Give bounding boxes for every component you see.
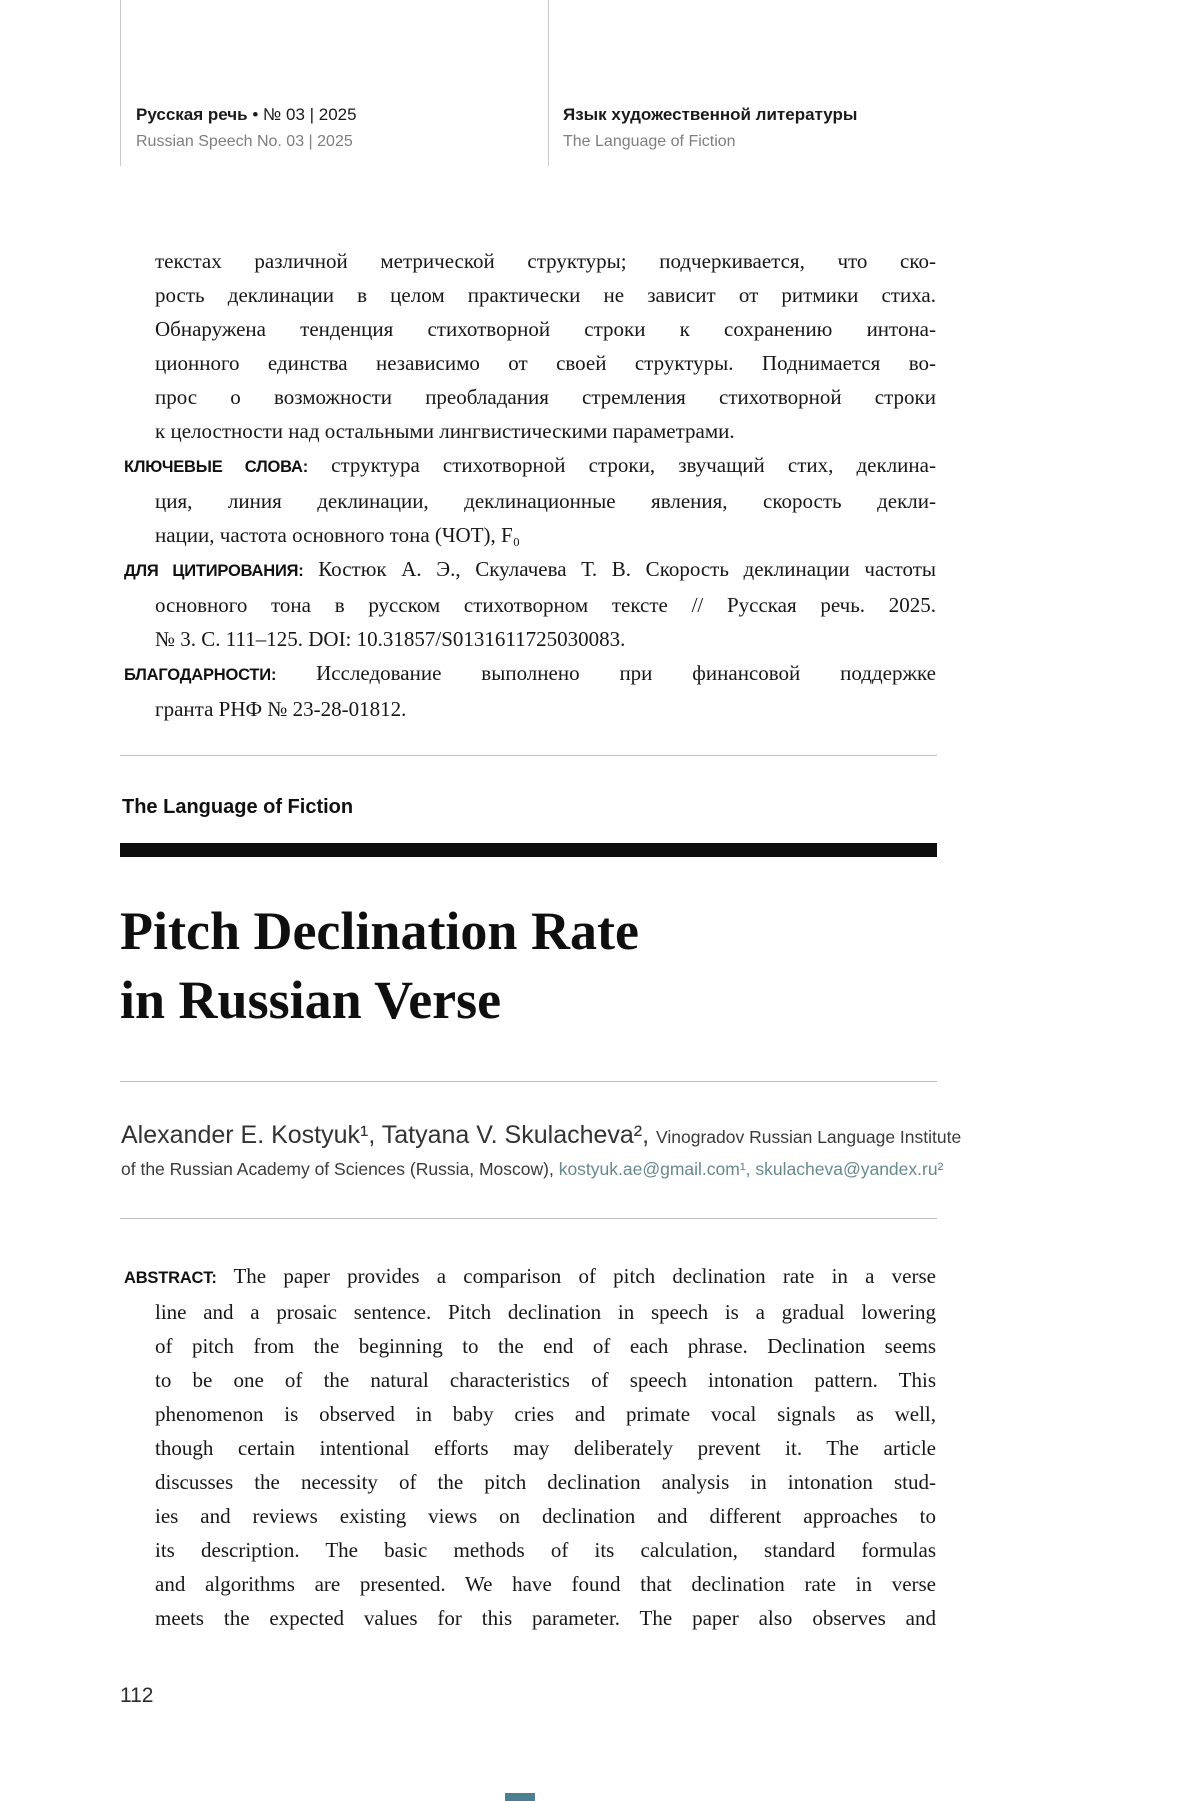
- keywords-paragraph: КЛЮЧЕВЫЕ СЛОВА: структура стихотворной с…: [120, 448, 936, 552]
- section-bar: [120, 843, 937, 857]
- text-line: ционного единства независимо от своей ст…: [155, 351, 936, 375]
- citation-paragraph: ДЛЯ ЦИТИРОВАНИЯ: Костюк А. Э., Скулачева…: [120, 552, 936, 656]
- text-line: № 3. С. 111–125. DOI: 10.31857/S01316117…: [155, 627, 626, 651]
- text-line: its description. The basic methods of it…: [155, 1538, 936, 1562]
- journal-issue: • № 03 | 2025: [247, 105, 357, 124]
- journal-name: Русская речь: [136, 105, 248, 124]
- section-title-en: The Language of Fiction: [563, 133, 736, 150]
- authors-block: Alexander E. Kostyuk¹, Tatyana V. Skulac…: [121, 1116, 966, 1183]
- abstract-paragraph: ABSTRACT: The paper provides a compariso…: [120, 1259, 936, 1635]
- text-line: БЛАГОДАРНОСТИ: Исследование выполнено пр…: [124, 661, 936, 685]
- divider-rule-title: [120, 1081, 937, 1082]
- paragraph-label: ABSTRACT:: [124, 1269, 217, 1287]
- affiliation-part1: Vinogradov Russian Language Institute: [656, 1127, 962, 1147]
- text-line: Обнаружена тенденция стихотворной строки…: [155, 317, 936, 341]
- divider-rule-authors: [120, 1218, 937, 1219]
- authors-line2: of the Russian Academy of Sciences (Russ…: [121, 1156, 966, 1183]
- acknowledgments-paragraph: БЛАГОДАРНОСТИ: Исследование выполнено пр…: [120, 656, 936, 726]
- paragraph-label: ДЛЯ ЦИТИРОВАНИЯ:: [124, 562, 304, 580]
- text-line: meets the expected values for this param…: [155, 1606, 936, 1630]
- continuation-paragraph: текстах различной метрической структуры;…: [120, 244, 936, 448]
- paragraph-label: КЛЮЧЕВЫЕ СЛОВА:: [124, 458, 309, 476]
- front-matter: текстах различной метрической структуры;…: [120, 244, 936, 726]
- article-title-line2: in Russian Verse: [120, 970, 502, 1030]
- text-line: ABSTRACT: The paper provides a compariso…: [124, 1264, 936, 1288]
- header-section: Язык художественной литературы The Langu…: [563, 103, 857, 153]
- author-names: Alexander E. Kostyuk¹, Tatyana V. Skulac…: [121, 1121, 657, 1149]
- header-divider-left: [120, 0, 121, 166]
- divider-rule-top: [120, 755, 937, 756]
- journal-title-en: Russian Speech No. 03 | 2025: [136, 133, 353, 150]
- article-title: Pitch Declination Rate in Russian Verse: [120, 897, 950, 1035]
- text-line: though certain intentional efforts may d…: [155, 1436, 936, 1460]
- text-line: нации, частота основного тона (ЧОТ), F₀: [155, 523, 521, 547]
- journal-title-ru: Русская речь • № 03 | 2025: [136, 103, 357, 126]
- text-line: прос о возможности преобладания стремлен…: [155, 385, 936, 409]
- text-line: ДЛЯ ЦИТИРОВАНИЯ: Костюк А. Э., Скулачева…: [124, 557, 937, 581]
- text-line: and algorithms are presented. We have fo…: [155, 1572, 936, 1596]
- text-line: phenomenon is observed in baby cries and…: [155, 1402, 936, 1426]
- affiliation-part2: of the Russian Academy of Sciences (Russ…: [121, 1159, 559, 1179]
- text-line: of pitch from the beginning to the end o…: [155, 1334, 936, 1358]
- text-line: текстах различной метрической структуры;…: [155, 249, 936, 273]
- text-line: к целостности над остальными лингвистиче…: [155, 419, 735, 443]
- text-line: рость деклинации в целом практически не …: [155, 283, 936, 307]
- header-divider-middle: [548, 0, 549, 166]
- page-number: 112: [120, 1684, 154, 1707]
- paragraph-label: БЛАГОДАРНОСТИ:: [124, 666, 277, 684]
- abstract-block: ABSTRACT: The paper provides a compariso…: [120, 1259, 936, 1635]
- footer-accent-mark: [505, 1793, 535, 1801]
- section-title-ru: Язык художественной литературы: [563, 105, 858, 124]
- text-line: to be one of the natural characteristics…: [155, 1368, 936, 1392]
- article-title-line1: Pitch Declination Rate: [120, 901, 639, 961]
- text-line: ies and reviews existing views on declin…: [155, 1504, 936, 1528]
- text-line: КЛЮЧЕВЫЕ СЛОВА: структура стихотворной с…: [124, 453, 936, 477]
- text-line: discusses the necessity of the pitch dec…: [155, 1470, 936, 1494]
- text-line: line and a prosaic sentence. Pitch decli…: [155, 1300, 936, 1324]
- header-journal: Русская речь • № 03 | 2025 Russian Speec…: [136, 103, 357, 153]
- author-emails-link[interactable]: kostyuk.ae@gmail.com¹, skulacheva@yandex…: [558, 1159, 944, 1179]
- authors-line1: Alexander E. Kostyuk¹, Tatyana V. Skulac…: [121, 1116, 966, 1156]
- text-line: гранта РНФ № 23-28-01812.: [155, 697, 407, 721]
- section-heading: The Language of Fiction: [122, 796, 354, 818]
- text-line: ция, линия деклинации, деклинационные яв…: [155, 489, 936, 513]
- text-line: основного тона в русском стихотворном те…: [155, 593, 936, 617]
